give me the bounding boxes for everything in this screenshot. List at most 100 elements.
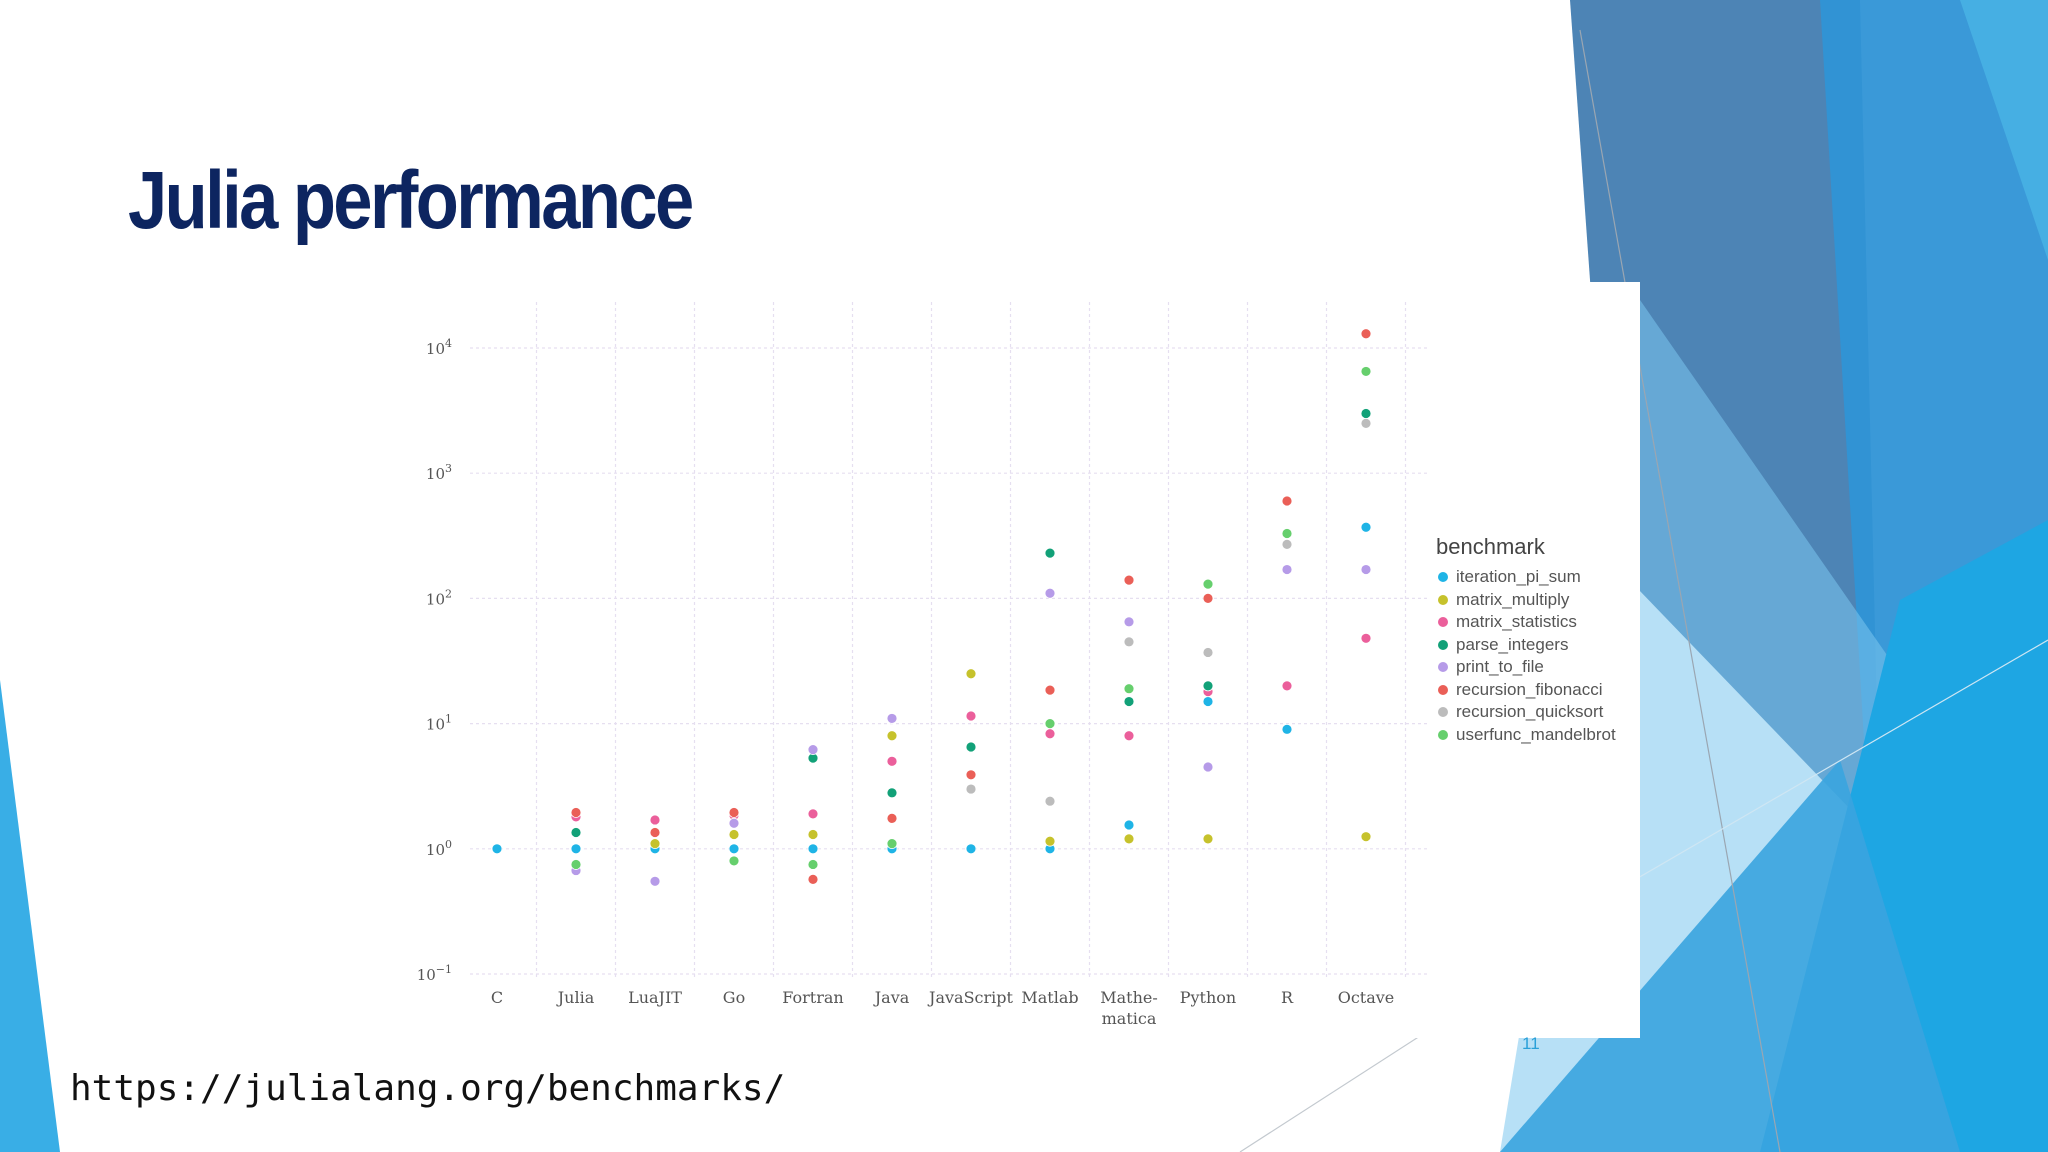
page-number: 11 <box>1522 1034 1540 1053</box>
data-point-iteration-pi-sum <box>728 843 740 855</box>
data-point-print-to-file <box>728 817 740 829</box>
deco-shape-top <box>1960 0 2048 260</box>
legend-swatch <box>1438 662 1448 673</box>
data-point-matrix-statistics <box>886 755 898 767</box>
data-point-matrix-multiply <box>886 730 898 742</box>
data-point-iteration-pi-sum <box>807 843 819 855</box>
data-point-recursion-fibonacci <box>649 827 661 838</box>
data-point-userfunc-mandelbrot <box>886 838 898 850</box>
y-tick-label: 102 <box>426 587 452 608</box>
legend-item: recursion_fibonacci <box>1436 679 1616 702</box>
data-point-userfunc-mandelbrot <box>1044 718 1056 730</box>
data-point-iteration-pi-sum <box>1281 723 1293 735</box>
data-point-userfunc-mandelbrot <box>728 855 740 867</box>
y-tick-label: 101 <box>426 713 452 734</box>
data-point-print-to-file <box>1202 761 1214 773</box>
data-point-iteration-pi-sum <box>570 843 582 855</box>
data-point-parse-integers <box>1360 408 1372 419</box>
y-tick-label: 10−1 <box>417 963 452 984</box>
data-point-print-to-file <box>1281 564 1293 575</box>
legend-label: matrix_multiply <box>1456 589 1570 609</box>
deco-line-1 <box>1579 29 1781 1152</box>
legend-label: print_to_file <box>1456 657 1544 677</box>
source-link[interactable]: https://julialang.org/benchmarks/ <box>70 1068 786 1109</box>
data-point-matrix-statistics <box>1123 730 1135 742</box>
data-point-print-to-file <box>807 744 819 755</box>
data-point-userfunc-mandelbrot <box>807 859 819 870</box>
data-point-matrix-multiply <box>1123 833 1135 845</box>
x-tick-label: Mathe- <box>1100 988 1158 1007</box>
data-point-userfunc-mandelbrot <box>1123 683 1135 695</box>
legend-item: matrix_statistics <box>1436 611 1616 634</box>
x-tick-label: Go <box>723 988 745 1007</box>
legend-label: iteration_pi_sum <box>1456 567 1581 587</box>
legend-label: recursion_quicksort <box>1456 702 1604 722</box>
data-point-parse-integers <box>1123 696 1135 707</box>
data-point-parse-integers <box>965 741 977 753</box>
x-tick-label: JavaScript <box>927 988 1013 1007</box>
legend-swatch <box>1438 594 1448 605</box>
data-point-recursion-fibonacci <box>1360 328 1372 340</box>
data-point-matrix-multiply <box>965 668 977 680</box>
data-point-recursion-fibonacci <box>1281 495 1293 507</box>
legend-item: print_to_file <box>1436 656 1616 679</box>
legend-item: parse_integers <box>1436 634 1616 657</box>
data-point-matrix-multiply <box>1044 835 1056 847</box>
x-tick-label: C <box>491 988 503 1007</box>
chart-legend: benchmark iteration_pi_sum matrix_multipl… <box>1436 534 1616 746</box>
deco-line-3 <box>1599 639 2048 901</box>
data-point-print-to-file <box>1123 616 1135 628</box>
data-point-iteration-pi-sum <box>965 843 977 855</box>
data-point-recursion-fibonacci <box>807 873 819 885</box>
legend-swatch <box>1438 617 1448 628</box>
slide-title: Julia performance <box>128 155 694 246</box>
legend-item: matrix_multiply <box>1436 589 1616 612</box>
data-point-recursion-quicksort <box>1360 417 1372 429</box>
data-point-matrix-multiply <box>807 829 819 840</box>
data-point-iteration-pi-sum <box>1360 521 1372 533</box>
data-point-matrix-statistics <box>649 814 661 826</box>
data-point-recursion-quicksort <box>965 783 977 795</box>
data-point-userfunc-mandelbrot <box>570 859 582 870</box>
data-point-parse-integers <box>886 787 898 799</box>
data-point-matrix-multiply <box>1202 833 1214 845</box>
data-point-iteration-pi-sum <box>1202 696 1214 707</box>
data-point-recursion-fibonacci <box>1044 684 1056 696</box>
legend-item: userfunc_mandelbrot <box>1436 724 1616 747</box>
x-tick-label: Java <box>873 988 910 1007</box>
data-point-print-to-file <box>886 713 898 724</box>
x-tick-label: Octave <box>1338 988 1395 1007</box>
x-tick-label: matica <box>1102 1009 1157 1028</box>
y-tick-label: 100 <box>426 838 452 859</box>
chart-area: 10−1 100 101 102 103 104 C Julia LuaJIT Go Fortran… <box>400 282 1640 1038</box>
data-point-recursion-quicksort <box>1123 636 1135 648</box>
data-point-userfunc-mandelbrot <box>1202 578 1214 590</box>
legend-swatch <box>1438 639 1448 650</box>
legend-label: parse_integers <box>1456 634 1569 654</box>
data-point-iteration-pi-sum <box>1123 819 1135 831</box>
x-tick-label: Julia <box>556 988 595 1007</box>
data-point-userfunc-mandelbrot <box>1281 528 1293 539</box>
benchmark-scatter-chart: 10−1 100 101 102 103 104 C Julia LuaJIT Go Fortran… <box>417 302 1430 1028</box>
x-tick-label: LuaJIT <box>628 988 682 1007</box>
data-point-print-to-file <box>649 875 661 887</box>
data-point-matrix-statistics <box>807 808 819 820</box>
x-tick-label: R <box>1281 988 1294 1007</box>
data-point-matrix-statistics <box>1360 632 1372 644</box>
data-point-recursion-fibonacci <box>728 807 740 818</box>
data-point-recursion-fibonacci <box>1123 574 1135 586</box>
deco-line-2 <box>1239 1035 1421 1152</box>
data-point-matrix-multiply <box>728 829 740 840</box>
data-point-userfunc-mandelbrot <box>1360 366 1372 377</box>
data-point-matrix-multiply <box>649 838 661 850</box>
data-point-matrix-statistics <box>965 710 977 722</box>
data-point-parse-integers <box>570 827 582 838</box>
legend-swatch <box>1438 707 1448 718</box>
data-point-parse-integers <box>1044 547 1056 559</box>
data-point-recursion-fibonacci <box>570 807 582 818</box>
data-point-iteration-pi-sum <box>491 843 503 855</box>
data-point-matrix-multiply <box>1360 831 1372 843</box>
x-tick-label: Matlab <box>1021 988 1078 1007</box>
legend-label: recursion_fibonacci <box>1456 679 1603 699</box>
